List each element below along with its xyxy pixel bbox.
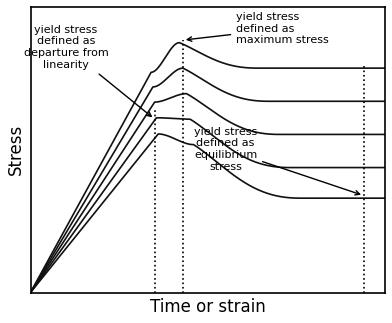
Text: yield stress
defined as
equilibrium
stress: yield stress defined as equilibrium stre…: [194, 127, 360, 195]
X-axis label: Time or strain: Time or strain: [150, 298, 266, 316]
Text: yield stress
defined as
departure from
linearity: yield stress defined as departure from l…: [24, 25, 151, 116]
Text: yield stress
defined as
maximum stress: yield stress defined as maximum stress: [187, 12, 329, 45]
Y-axis label: Stress: Stress: [7, 124, 25, 175]
